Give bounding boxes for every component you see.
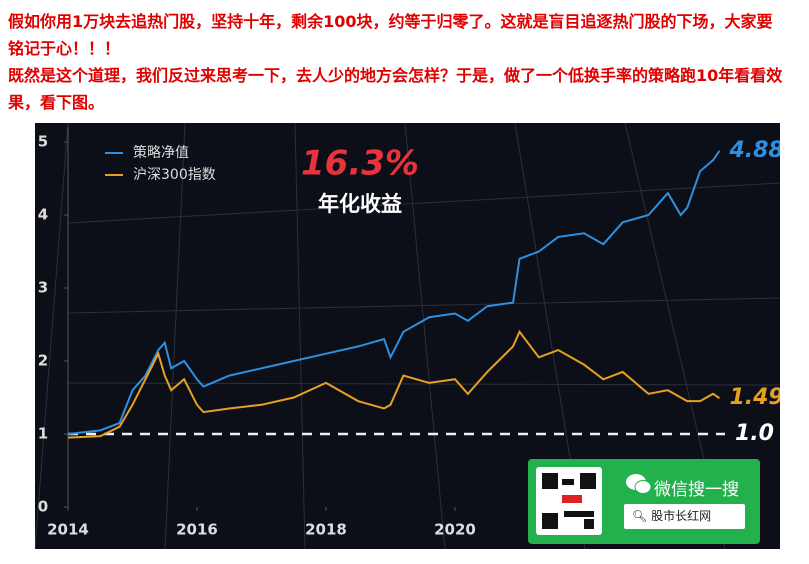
end-label: 4.88 [728,138,780,163]
legend-label: 策略净值 [133,144,189,161]
x-tick-label: 2020 [434,521,476,539]
paragraph: 假如你用1万块去追热门股，坚持十年，剩余100块，约等于归零了。这就是盲目追逐热… [8,12,773,58]
y-tick-label: 5 [38,133,48,151]
highlight-caption: 年化收益 [318,192,402,216]
legend-label: 沪深300指数 [133,167,216,183]
x-tick-label: 2018 [305,521,347,539]
badge-title: 微信搜一搜 [654,480,739,500]
series-line [67,329,721,439]
y-tick-label: 4 [38,206,48,224]
y-tick-label: 0 [38,498,48,516]
chart: 0 1 2 3 4 5 2014 2016 2018 2020 1.0 4.88 策略净值 1.49 沪深3… [35,123,780,549]
y-tick-label: 1 [38,425,48,443]
reference-label: 1.0 [735,421,774,446]
search-box[interactable]: 🔍︎ 股市长红网 [624,504,745,529]
intro-text: 假如你用1万块去追热门股，坚持十年，剩余100块，约等于归零了。这就是盲目追逐热… [8,8,783,116]
highlight: 16.3% [301,144,419,184]
search-text: 股市长红网 [651,509,712,523]
x-tick-label: 2014 [47,521,89,539]
qr-code [536,467,602,535]
x-tick-label: 2016 [176,521,218,539]
series-line [67,150,721,435]
y-tick-label: 3 [38,279,48,297]
paragraph: 既然是这个道理，我们反过来思考一下，去人少的地方会怎样？于是，做了一个低换手率的… [8,66,783,112]
wechat-badge: 微信搜一搜 🔍︎ 股市长红网 [528,459,760,544]
y-tick-label: 2 [38,352,48,370]
end-label: 1.49 [729,385,780,410]
wechat-icon [626,474,652,494]
